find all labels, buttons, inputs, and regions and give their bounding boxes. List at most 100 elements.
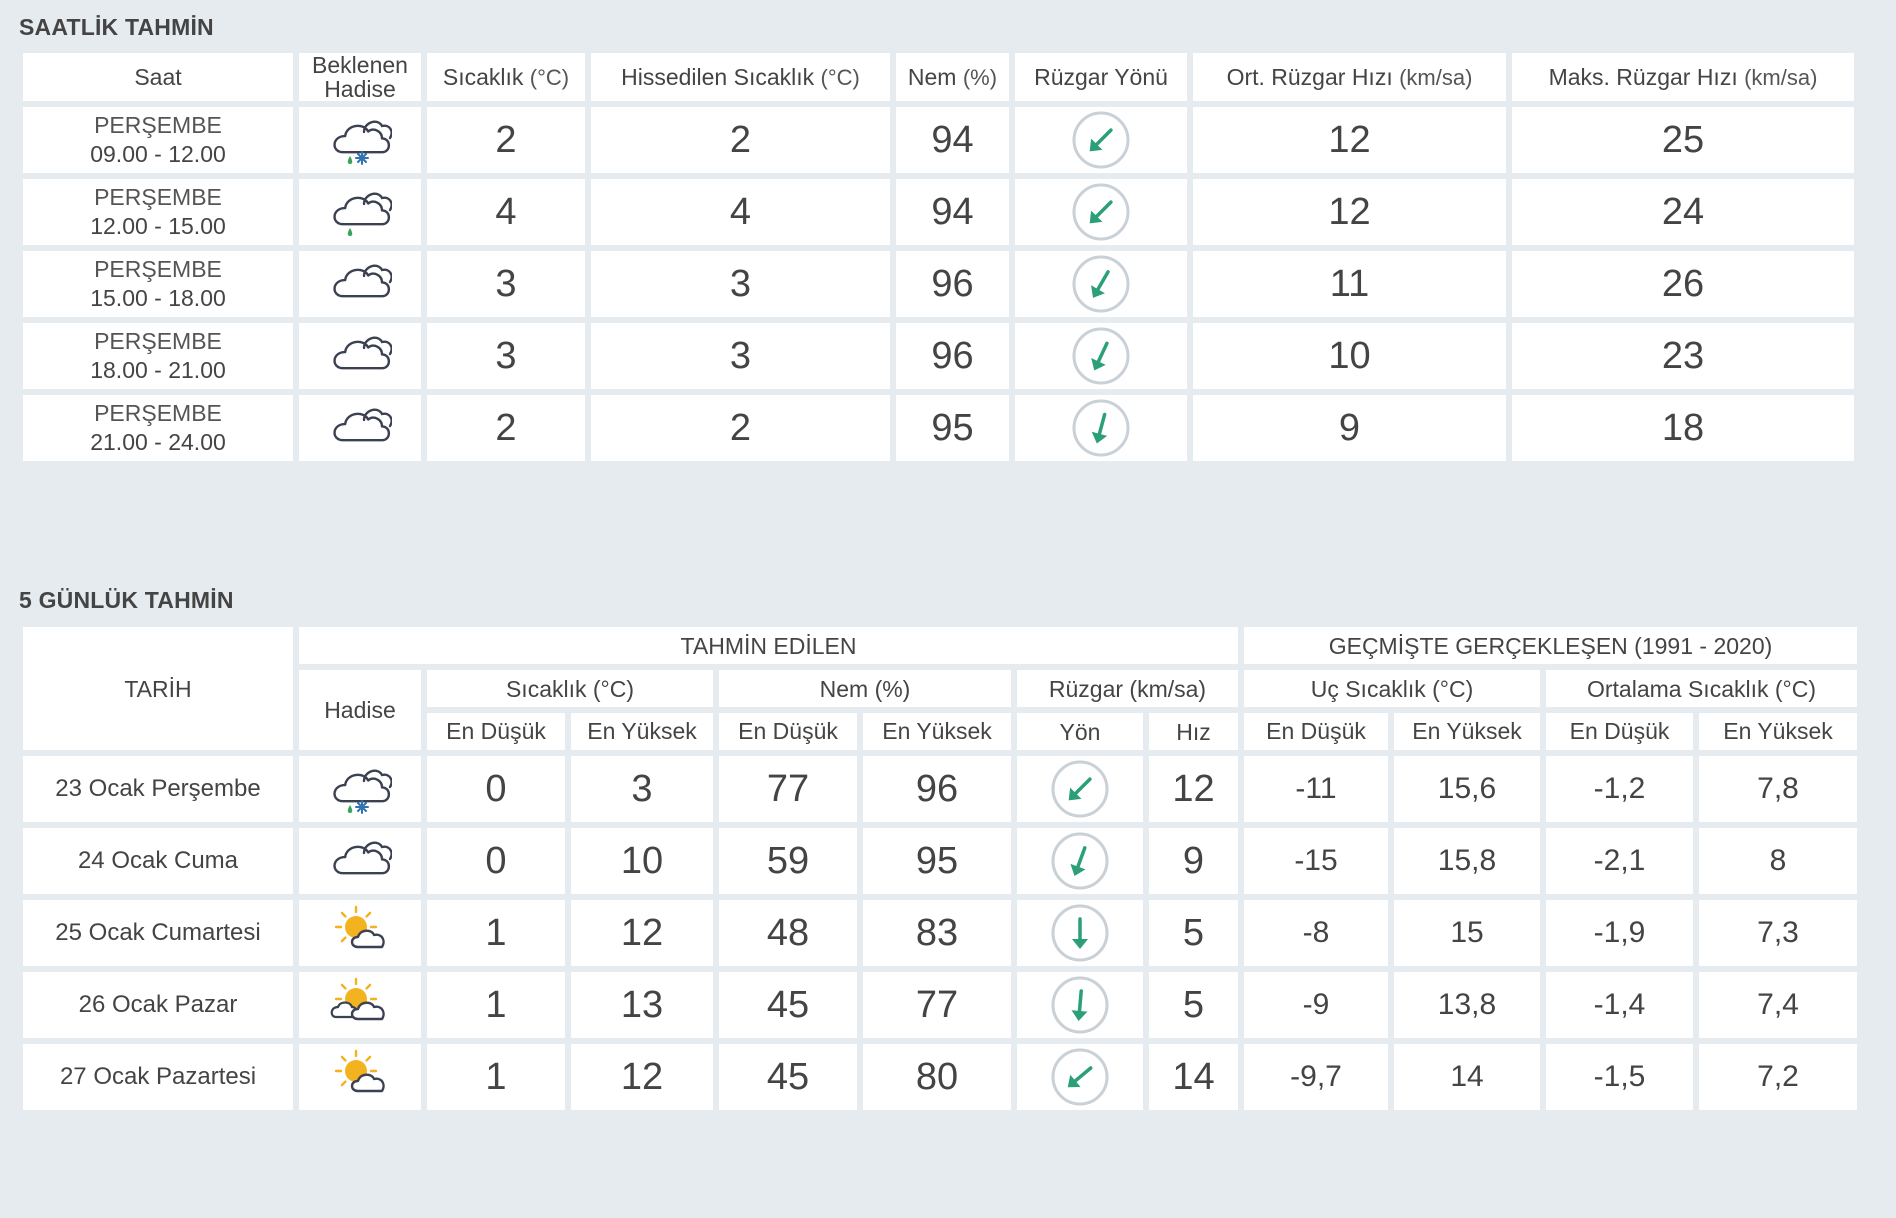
wind-direction-cell <box>1015 107 1187 173</box>
col-header-temp: Sıcaklık (°C) <box>427 53 585 101</box>
wind-direction-cell <box>1017 972 1143 1038</box>
extreme-min-value: -11 <box>1244 756 1388 822</box>
sun-cloud-icon <box>328 1045 392 1110</box>
humidity-max-value: 95 <box>863 828 1011 894</box>
event-cell <box>299 251 421 317</box>
cloud-rain-snow-icon <box>328 757 393 822</box>
daily-forecast-table: TARİH TAHMİN EDİLEN GEÇMİŞTE GERÇEKLEŞEN… <box>17 621 1863 1116</box>
humidity-min-value: 77 <box>719 756 857 822</box>
humidity-value: 95 <box>896 395 1009 461</box>
wind-direction-cell <box>1017 828 1143 894</box>
wind-direction-cell <box>1015 323 1187 389</box>
wind-direction-cell <box>1015 179 1187 245</box>
wind-speed-value: 14 <box>1149 1044 1238 1110</box>
temp-max-value: 12 <box>571 1044 713 1110</box>
subheader-extreme-max: En Yüksek <box>1394 713 1540 750</box>
temp-min-value: 1 <box>427 1044 565 1110</box>
humidity-value: 94 <box>896 179 1009 245</box>
subheader-avg-min: En Düşük <box>1546 713 1693 750</box>
time-range: 21.00 - 24.00 <box>90 429 226 455</box>
subheader-wind-speed: Hız <box>1149 713 1238 750</box>
event-cell <box>299 395 421 461</box>
wind-direction-arrow-icon <box>1050 760 1110 818</box>
cloud-icon <box>328 829 393 894</box>
humidity-max-value: 77 <box>863 972 1011 1038</box>
wind-direction-cell <box>1017 1044 1143 1110</box>
sun-cloud-icon <box>328 901 392 966</box>
humidity-value: 96 <box>896 323 1009 389</box>
cloud-rain-snow-icon <box>328 108 393 173</box>
subheader-temp-min: En Düşük <box>427 713 565 750</box>
group-header-forecast: TAHMİN EDİLEN <box>299 627 1238 664</box>
temp-min-value: 0 <box>427 756 565 822</box>
event-cell <box>299 756 421 822</box>
time-range: 15.00 - 18.00 <box>90 285 226 311</box>
temp-max-value: 12 <box>571 900 713 966</box>
hourly-section-title: SAATLİK TAHMİN <box>19 14 214 40</box>
time-cell: PERŞEMBE 21.00 - 24.00 <box>23 395 293 461</box>
wind-direction-arrow-icon <box>1050 1048 1110 1106</box>
avg-wind-speed-value: 9 <box>1193 395 1506 461</box>
extreme-min-value: -9,7 <box>1244 1044 1388 1110</box>
wind-speed-value: 12 <box>1149 756 1238 822</box>
wind-direction-arrow-icon <box>1071 327 1131 385</box>
feels-like-value: 3 <box>591 251 890 317</box>
col-header-wind-direction: Rüzgar Yönü <box>1015 53 1187 101</box>
max-wind-speed-value: 25 <box>1512 107 1854 173</box>
col-header-avg-wind: Ort. Rüzgar Hızı (km/sa) <box>1193 53 1506 101</box>
extreme-max-value: 15,6 <box>1394 756 1540 822</box>
wind-direction-cell <box>1017 900 1143 966</box>
date-cell: 27 Ocak Pazartesi <box>23 1044 293 1110</box>
day-label: PERŞEMBE <box>94 184 222 210</box>
temp-max-value: 10 <box>571 828 713 894</box>
humidity-value: 96 <box>896 251 1009 317</box>
max-wind-speed-value: 24 <box>1512 179 1854 245</box>
avg-max-value: 7,4 <box>1699 972 1857 1038</box>
extreme-max-value: 13,8 <box>1394 972 1540 1038</box>
cloud-icon <box>328 324 393 389</box>
wind-direction-arrow-icon <box>1071 255 1131 313</box>
time-cell: PERŞEMBE 15.00 - 18.00 <box>23 251 293 317</box>
subheader-humidity-min: En Düşük <box>719 713 857 750</box>
feels-like-value: 3 <box>591 323 890 389</box>
hourly-row: PERŞEMBE 12.00 - 15.00 4 4 94 12 24 <box>23 179 1854 245</box>
date-cell: 26 Ocak Pazar <box>23 972 293 1038</box>
avg-min-value: -2,1 <box>1546 828 1693 894</box>
wind-direction-arrow-icon <box>1071 399 1131 457</box>
extreme-max-value: 15,8 <box>1394 828 1540 894</box>
event-cell <box>299 1044 421 1110</box>
temperature-value: 2 <box>427 395 585 461</box>
humidity-value: 94 <box>896 107 1009 173</box>
col-header-event: Beklenen Hadise <box>299 53 421 101</box>
wind-direction-arrow-icon <box>1071 111 1131 169</box>
time-range: 18.00 - 21.00 <box>90 357 226 383</box>
subheader-wind-dir: Yön <box>1017 713 1143 750</box>
temperature-value: 3 <box>427 251 585 317</box>
col-header-humidity: Nem (%) <box>896 53 1009 101</box>
event-cell <box>299 828 421 894</box>
wind-speed-value: 5 <box>1149 972 1238 1038</box>
event-cell <box>299 179 421 245</box>
sun-clouds-icon <box>328 973 392 1038</box>
humidity-max-value: 96 <box>863 756 1011 822</box>
temp-max-value: 3 <box>571 756 713 822</box>
avg-wind-speed-value: 10 <box>1193 323 1506 389</box>
feels-like-value: 2 <box>591 107 890 173</box>
wind-direction-arrow-icon <box>1071 183 1131 241</box>
subheader-temp-max: En Yüksek <box>571 713 713 750</box>
time-cell: PERŞEMBE 18.00 - 21.00 <box>23 323 293 389</box>
cloud-icon <box>328 396 393 461</box>
avg-max-value: 7,3 <box>1699 900 1857 966</box>
wind-direction-arrow-icon <box>1050 832 1110 890</box>
avg-wind-speed-value: 12 <box>1193 179 1506 245</box>
subheader-avg-max: En Yüksek <box>1699 713 1857 750</box>
temperature-value: 4 <box>427 179 585 245</box>
day-label: PERŞEMBE <box>94 328 222 354</box>
cloud-icon <box>328 252 393 317</box>
date-cell: 25 Ocak Cumartesi <box>23 900 293 966</box>
extreme-max-value: 15 <box>1394 900 1540 966</box>
wind-direction-arrow-icon <box>1050 976 1110 1034</box>
col-header-extreme-temp: Uç Sıcaklık (°C) <box>1244 670 1540 707</box>
col-header-temp: Sıcaklık (°C) <box>427 670 713 707</box>
max-wind-speed-value: 26 <box>1512 251 1854 317</box>
